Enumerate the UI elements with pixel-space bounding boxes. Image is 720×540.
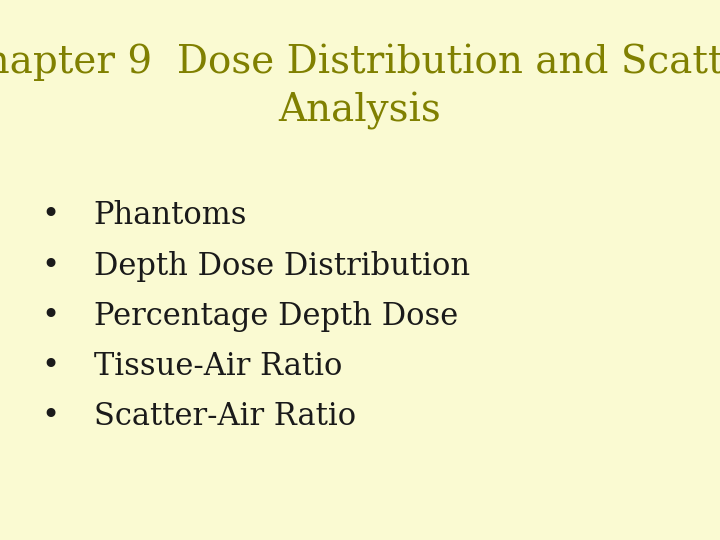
Text: •: •: [41, 301, 60, 332]
Text: Scatter-Air Ratio: Scatter-Air Ratio: [94, 401, 356, 433]
Text: Depth Dose Distribution: Depth Dose Distribution: [94, 251, 469, 282]
Text: •: •: [41, 200, 60, 232]
Text: •: •: [41, 351, 60, 382]
Text: Tissue-Air Ratio: Tissue-Air Ratio: [94, 351, 342, 382]
Text: Phantoms: Phantoms: [94, 200, 247, 232]
Text: Percentage Depth Dose: Percentage Depth Dose: [94, 301, 458, 332]
Text: •: •: [41, 251, 60, 282]
Text: Chapter 9  Dose Distribution and Scatter
Analysis: Chapter 9 Dose Distribution and Scatter …: [0, 43, 720, 131]
Text: •: •: [41, 401, 60, 433]
